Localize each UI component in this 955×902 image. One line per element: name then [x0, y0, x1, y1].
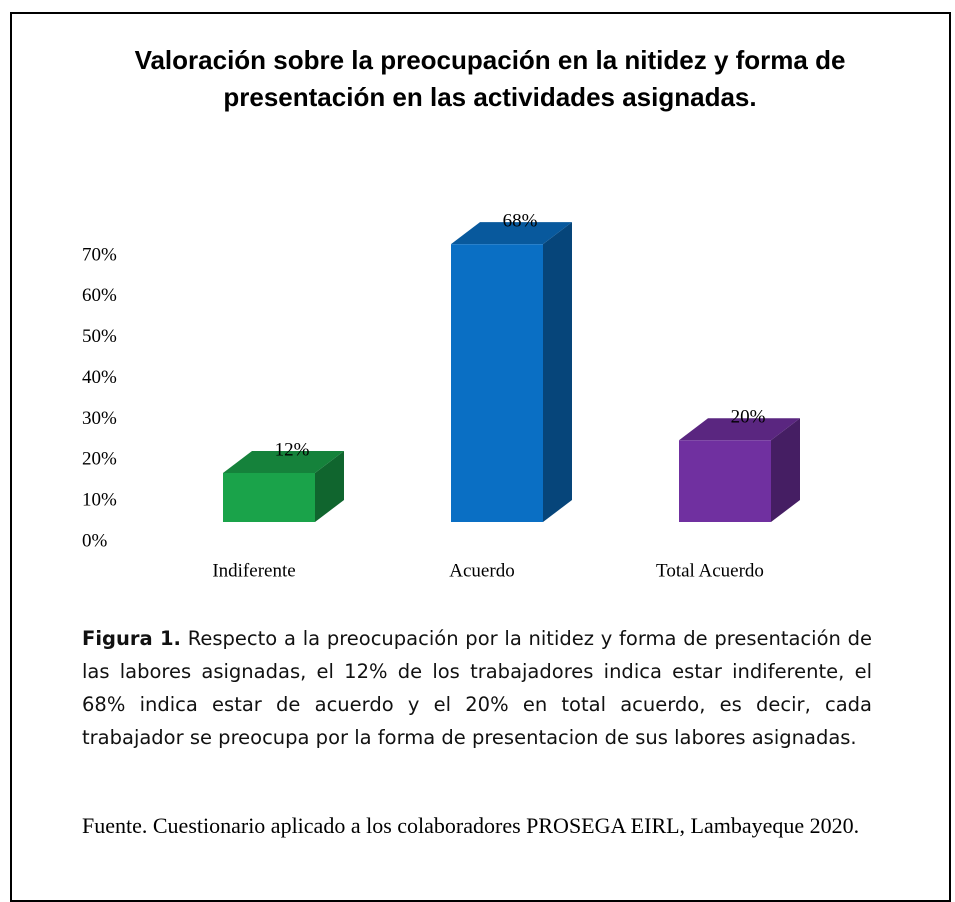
y-tick-label: 0%	[82, 530, 108, 551]
bar-side	[771, 418, 800, 522]
bar-side	[315, 450, 344, 522]
chart-title: Valoración sobre la preocupación en la n…	[134, 45, 846, 112]
bar-top	[451, 222, 572, 245]
value-label: 20%	[731, 407, 766, 428]
x-tick-label: Indiferente	[212, 560, 295, 581]
y-tick-label: 50%	[82, 326, 117, 347]
y-tick-label: 10%	[82, 490, 117, 511]
source: Fuente. Cuestionario aplicado a los cola…	[82, 813, 860, 838]
caption: Figura 1. Respecto a la preocupación por…	[82, 622, 872, 754]
y-tick-label: 60%	[82, 285, 117, 306]
bar-side	[543, 222, 572, 522]
bar-top	[223, 450, 344, 473]
caption-label: Figura 1.	[82, 627, 181, 650]
y-tick-label: 70%	[82, 244, 117, 265]
caption-text: Respecto a la preocupación por la nitide…	[82, 627, 872, 749]
y-tick-label: 30%	[82, 408, 117, 429]
value-label: 68%	[503, 211, 538, 232]
bar-top	[679, 418, 800, 441]
x-tick-label: Total Acuerdo	[656, 560, 764, 581]
y-tick-label: 20%	[82, 449, 117, 470]
bar	[223, 472, 315, 522]
x-tick-label: Acuerdo	[449, 560, 514, 581]
bar	[679, 440, 771, 522]
bar	[451, 244, 543, 522]
y-tick-label: 40%	[82, 367, 117, 388]
chart: 0% 10% 20% 30% 40% 50% 60% 70% Indiferente 12% Acu…	[82, 211, 800, 581]
value-label: 12%	[275, 439, 310, 460]
